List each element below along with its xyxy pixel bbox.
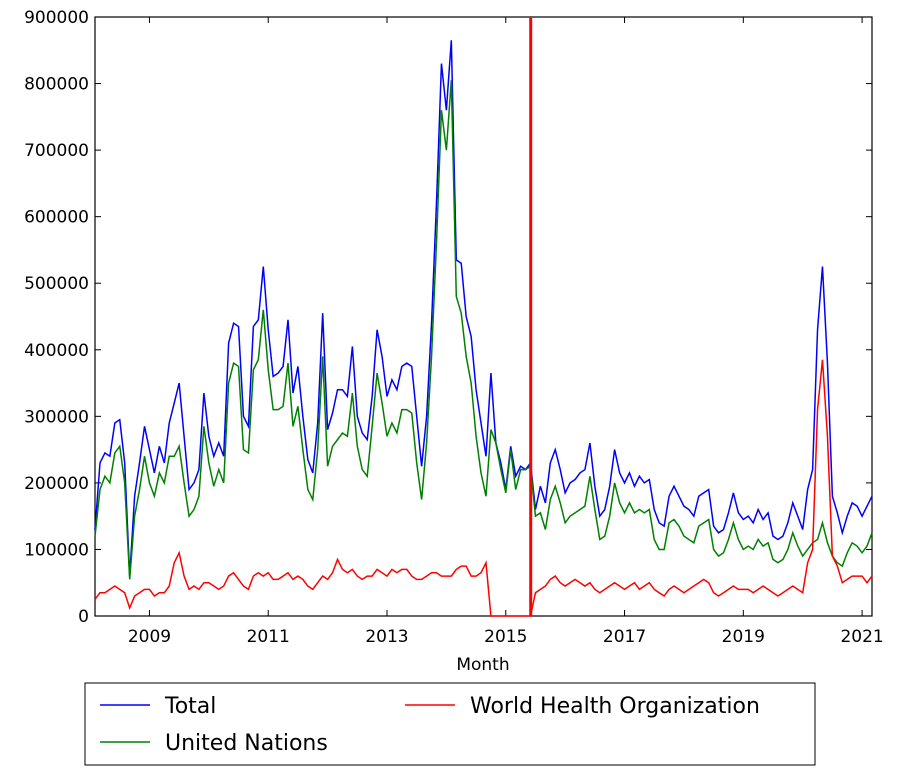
y-tick-label: 900000 <box>24 8 89 28</box>
y-tick-label: 500000 <box>24 274 89 294</box>
plot-frame <box>94 16 873 617</box>
y-tick-label: 300000 <box>24 407 89 427</box>
x-tick-label: 2009 <box>128 627 171 647</box>
y-tick-label: 400000 <box>24 341 89 361</box>
x-tick-label: 2017 <box>603 627 646 647</box>
y-tick-label: 100000 <box>24 540 89 560</box>
y-tick-label: 700000 <box>24 141 89 161</box>
y-tick-label: 600000 <box>24 208 89 228</box>
x-tick-label: 2019 <box>722 627 765 647</box>
x-tick-label: 2015 <box>484 627 527 647</box>
x-tick-label: 2011 <box>247 627 290 647</box>
legend <box>84 682 816 766</box>
y-tick-label: 800000 <box>24 75 89 95</box>
y-tick-label: 200000 <box>24 474 89 494</box>
x-tick-label: 2021 <box>840 627 883 647</box>
series-line <box>94 40 873 577</box>
series-line <box>94 80 873 580</box>
legend-label: World Health Organization <box>470 694 760 719</box>
y-tick-label: 0 <box>78 607 89 627</box>
legend-label: United Nations <box>165 731 328 756</box>
series-line <box>94 359 873 617</box>
legend-label: Total <box>164 694 216 719</box>
x-tick-label: 2013 <box>365 627 408 647</box>
x-axis-label: Month <box>456 655 509 675</box>
